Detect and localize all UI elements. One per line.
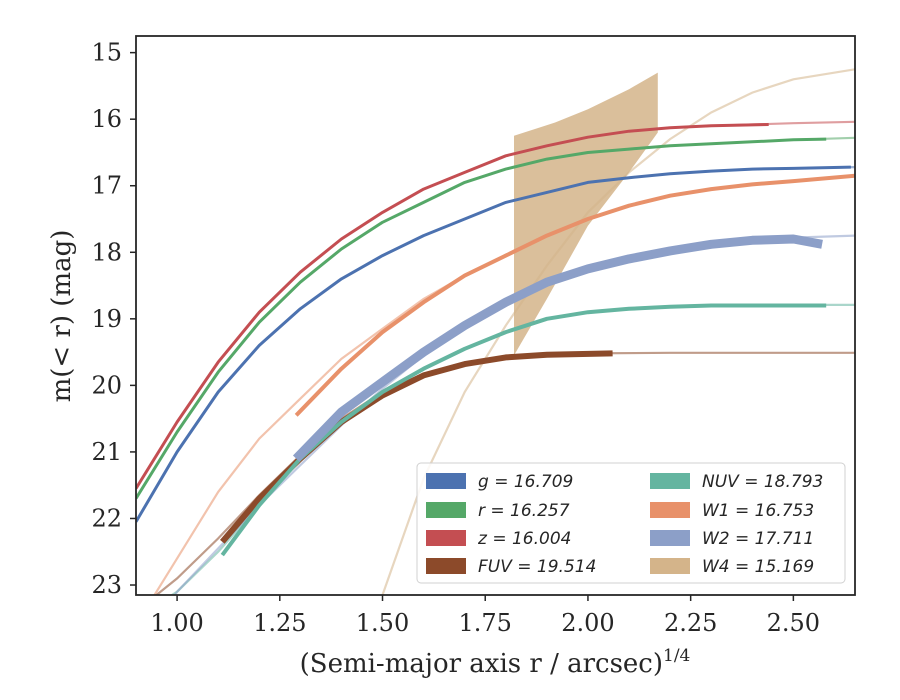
w1-data-curve: [294, 173, 855, 417]
y-tick-label: 22: [91, 504, 122, 532]
legend-swatch-r: [426, 502, 466, 518]
legend-label-g: g = 16.709: [478, 472, 573, 492]
legend-swatch-w1: [650, 502, 690, 518]
x-tick-label: 1.00: [150, 609, 203, 637]
y-tick-label: 23: [91, 571, 122, 599]
y-tick-label: 20: [91, 371, 122, 399]
y-tick-label: 18: [91, 238, 122, 266]
axis-ticks: 1.00 1.25 1.50 1.75 2.00 2.25 2.50 15 16 17 18 19 20…: [91, 39, 820, 637]
legend-label-w1: W1 = 16.753: [702, 501, 814, 521]
y-tick-label: 16: [91, 105, 122, 133]
series-layer: [136, 68, 855, 595]
fuv-data-curve: [220, 350, 613, 544]
legend-label-z: z = 16.004: [477, 529, 571, 549]
x-tick-label: 2.50: [767, 609, 820, 637]
legend-label-w4: W4 = 15.169: [702, 557, 814, 577]
y-tick-label: 21: [91, 438, 122, 466]
x-tick-label: 2.00: [561, 609, 614, 637]
x-tick-label: 1.75: [459, 609, 512, 637]
x-axis-title: (Semi-major axis r / arcsec)1/4: [300, 646, 691, 679]
w4-model-curve: [381, 68, 855, 595]
w2-data-curve: [292, 234, 823, 462]
legend-swatch-z: [426, 530, 466, 546]
plot-frame: [135, 35, 856, 596]
legend: g = 16.709 NUV = 18.793 r = 16.257 W1 = 16.…: [416, 462, 846, 584]
legend-swatch-w4: [650, 558, 690, 574]
y-axis-title: m(< r) (mag): [47, 230, 77, 403]
legend-swatch-nuv: [650, 473, 690, 489]
r-data-curve: [136, 137, 827, 500]
legend-label-r: r = 16.257: [478, 501, 570, 521]
x-tick-label: 2.25: [664, 609, 717, 637]
legend-label-w2: W2 = 17.711: [702, 529, 814, 549]
legend-swatch-w2: [650, 530, 690, 546]
y-tick-label: 19: [91, 305, 122, 333]
g-data-curve: [136, 165, 851, 523]
legend-swatch-g: [426, 473, 466, 489]
x-tick-label: 1.50: [356, 609, 409, 637]
r-model-curve: [136, 136, 855, 500]
z-data-curve: [136, 123, 769, 490]
legend-label-nuv: NUV = 18.793: [702, 472, 823, 492]
y-tick-label: 15: [91, 39, 122, 67]
y-tick-label: 17: [91, 172, 122, 200]
x-tick-label: 1.25: [253, 609, 306, 637]
legend-box: [416, 462, 846, 584]
legend-label-fuv: FUV = 19.514: [478, 557, 596, 577]
legend-swatch-fuv: [426, 558, 466, 574]
